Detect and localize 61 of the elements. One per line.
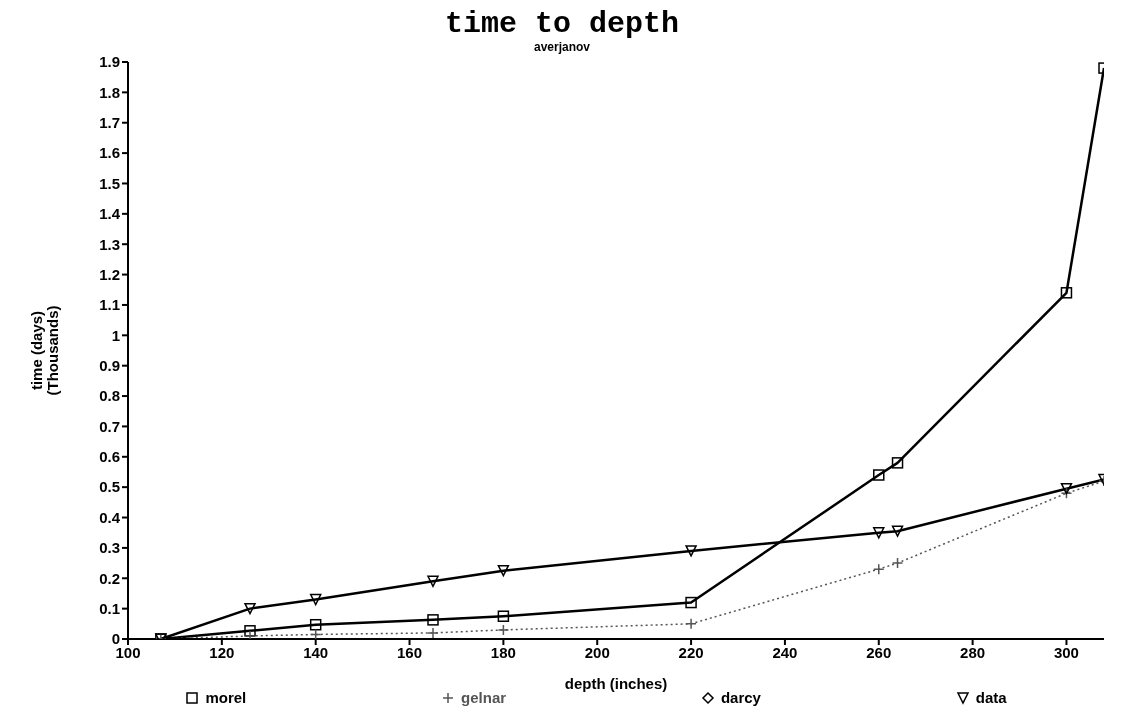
point: [873, 526, 885, 539]
point: [244, 602, 256, 615]
point: [244, 625, 256, 637]
y-tick-label: 0.5: [99, 478, 120, 496]
point: [891, 525, 904, 537]
point: [497, 564, 510, 577]
point: [685, 618, 697, 630]
point: [891, 557, 904, 569]
y-tick-label: 1.8: [99, 83, 120, 101]
point: [309, 628, 322, 639]
y-tick-label: 1: [111, 326, 120, 344]
point: [497, 610, 510, 622]
point: [685, 545, 697, 557]
point: [427, 575, 439, 588]
chart-title: time to depth: [443, 7, 680, 41]
point: [1060, 482, 1073, 495]
x-tick-label: 160: [397, 643, 423, 661]
point: [244, 630, 256, 639]
legend-label: morel: [205, 689, 247, 706]
x-tick-label: 240: [772, 643, 798, 661]
x-tick-label: 220: [678, 643, 704, 661]
y-tick-label: 0.1: [99, 599, 120, 617]
x-tick-label: 120: [209, 643, 235, 661]
y-tick-label: 1.7: [99, 114, 120, 132]
y-axis-title: time (days) (Thousands): [28, 305, 61, 396]
y-tick-label: 0.4: [99, 508, 121, 526]
point: [1060, 487, 1073, 499]
y-tick-label: 0.3: [99, 539, 120, 557]
y-tick-label: 1.6: [99, 144, 120, 162]
y-tick-label: 1.4: [99, 205, 121, 223]
chart-subtitle: averjanov: [532, 40, 591, 54]
point: [873, 469, 885, 481]
x-axis-title: depth (inches): [564, 675, 668, 692]
legend-label: gelnar: [461, 689, 507, 706]
x-tick-label: 260: [866, 643, 892, 661]
x-tick-label: 180: [490, 643, 516, 661]
point: [497, 624, 510, 636]
x-tick-label: 140: [303, 643, 329, 661]
y-tick-label: 0.7: [99, 417, 120, 435]
legend-label: darcy: [720, 689, 761, 706]
point: [685, 596, 697, 609]
y-tick-label: 0.9: [99, 357, 120, 375]
point: [891, 457, 904, 469]
point: [873, 563, 885, 575]
y-tick-label: 0.8: [99, 387, 120, 405]
point: [309, 618, 322, 631]
y-tick-label: 1.2: [99, 265, 120, 283]
y-tick-label: 1.1: [99, 296, 120, 314]
y-tick-label: 1.3: [99, 235, 120, 253]
legend-label: data: [975, 689, 1007, 706]
x-tick-label: 200: [584, 643, 610, 661]
point: [427, 627, 439, 639]
y-tick-label: 1.5: [99, 174, 120, 192]
y-tick-label: 1.9: [99, 53, 120, 71]
x-tick-label: 280: [960, 643, 986, 661]
point: [427, 614, 439, 626]
y-tick-label: 0.2: [99, 569, 120, 587]
x-tick-label: 300: [1053, 643, 1079, 661]
point: [1060, 287, 1073, 299]
y-tick-label: 0.6: [99, 448, 120, 466]
point: [309, 593, 322, 606]
